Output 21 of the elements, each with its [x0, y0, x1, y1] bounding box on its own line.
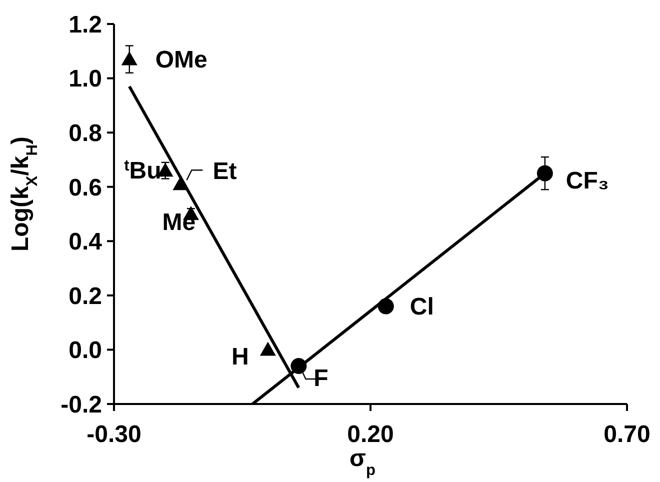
y-tick-label: 0.6 [68, 174, 102, 202]
x-tick-label: -0.30 [86, 421, 142, 448]
annotation: Et [212, 158, 237, 186]
x-axis-title: σ$_{p}$ [350, 445, 376, 478]
y-tick-label: 0.4 [68, 228, 103, 256]
annotation: F [314, 365, 328, 392]
y-tick-label: 0.8 [68, 120, 102, 147]
y-tick-label: 1.0 [68, 66, 102, 93]
y-tick-label: 0.2 [68, 282, 102, 310]
annotation: CF₃ [566, 167, 610, 194]
annotation: OMe [155, 46, 208, 74]
x-tick-label: 0.70 [604, 421, 650, 448]
annotation: Cl [410, 293, 434, 320]
point [121, 51, 138, 66]
annotation: H [232, 344, 249, 371]
y-tick-label: 1.2 [68, 11, 102, 38]
annotation: $^{t}$Bu [124, 157, 162, 185]
y-tick-label: 0.0 [68, 337, 102, 364]
y-tick-label: -0.2 [60, 391, 102, 418]
point [260, 342, 276, 356]
x-tick-label: 0.20 [347, 421, 394, 448]
